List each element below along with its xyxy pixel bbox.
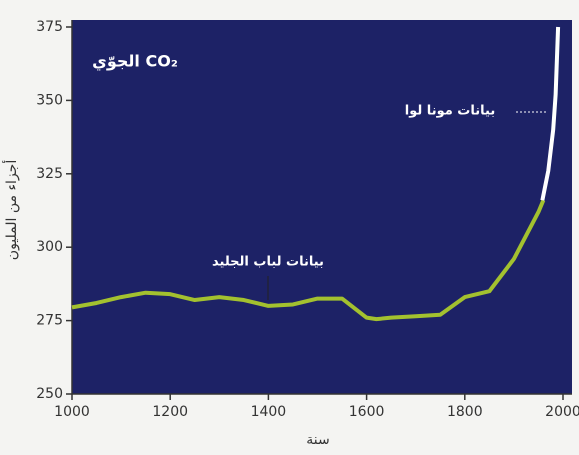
x-tick-label: 1800 [447, 404, 483, 420]
y-tick-label: 375 [36, 19, 63, 35]
y-tick-label: 350 [36, 92, 63, 108]
y-axis-label: أجزاء من المليون [2, 160, 20, 261]
x-tick-label: 2000 [545, 404, 579, 420]
y-tick-label: 275 [36, 313, 63, 329]
series-annotation: بيانات لباب الجليد [212, 255, 324, 270]
series-line [540, 26, 561, 201]
x-tick-label: 1000 [54, 404, 90, 420]
chart-title: CO₂ الجوّي [92, 52, 178, 72]
y-tick-label: 250 [36, 386, 63, 402]
y-tick-label: 300 [36, 239, 63, 255]
plot-area [72, 20, 572, 394]
series-annotation: بيانات مونا لوا [405, 104, 495, 119]
x-axis-label: سنة [306, 432, 329, 448]
x-tick-label: 1600 [349, 404, 385, 420]
x-tick-label: 1400 [251, 404, 287, 420]
x-tick-label: 1200 [152, 404, 188, 420]
series-line [71, 199, 546, 322]
y-tick-label: 325 [36, 166, 63, 182]
